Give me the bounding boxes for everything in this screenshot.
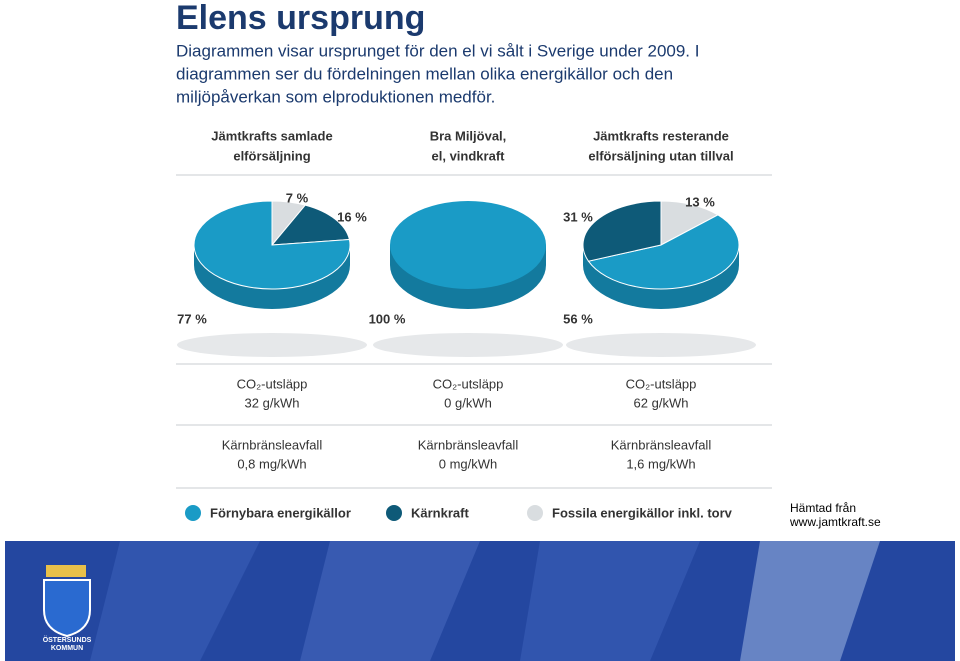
co2-label: CO₂-utsläpp <box>626 376 697 391</box>
legend-swatch <box>527 505 543 521</box>
value-label: 7 % <box>286 190 309 205</box>
pattern <box>520 541 700 661</box>
shadow <box>177 333 367 357</box>
value-label: 31 % <box>563 209 593 224</box>
source: www.jamtkraft.se <box>789 515 881 529</box>
logo-text: KOMMUN <box>51 645 83 652</box>
pie-slice <box>582 200 662 262</box>
chart-title: Bra Miljöval, <box>430 128 507 143</box>
legend-swatch <box>386 505 402 521</box>
waste-label: Kärnbränsleavfall <box>611 437 712 452</box>
chart-title: elförsäljning <box>233 148 310 163</box>
crown <box>46 565 86 577</box>
pattern <box>300 541 480 661</box>
pattern <box>90 541 260 661</box>
co2-value: 32 g/kWh <box>245 395 300 410</box>
waste-label: Kärnbränsleavfall <box>222 437 323 452</box>
source: Hämtad från <box>790 501 856 515</box>
value-label: 16 % <box>337 209 367 224</box>
legend-label: Förnybara energikällor <box>210 505 351 520</box>
waste-value: 0 mg/kWh <box>439 456 498 471</box>
legend-label: Kärnkraft <box>411 505 469 520</box>
value-label: 13 % <box>685 194 715 209</box>
chart-title: elförsäljning utan tillval <box>588 148 733 163</box>
footer: ÖSTERSUNDS KOMMUN <box>5 541 955 661</box>
chart-title: Jämtkrafts samlade <box>211 128 332 143</box>
chart-title: el, vindkraft <box>432 148 506 163</box>
intro-line: miljöpåverkan som elproduktionen medför. <box>176 87 495 106</box>
pie-slice <box>660 200 719 246</box>
title: Elens ursprung <box>176 0 425 37</box>
co2-value: 62 g/kWh <box>634 395 689 410</box>
shield <box>43 579 91 638</box>
waste-label: Kärnbränsleavfall <box>418 437 519 452</box>
co2-label: CO₂-utsläpp <box>433 376 504 391</box>
value-label: 56 % <box>563 311 593 326</box>
waste-value: 1,6 mg/kWh <box>626 456 695 471</box>
pie-slice <box>193 200 351 290</box>
co2-value: 0 g/kWh <box>444 395 492 410</box>
value-label: 77 % <box>177 311 207 326</box>
snowflake <box>740 541 880 661</box>
waste-value: 0,8 mg/kWh <box>237 456 306 471</box>
shadow <box>373 333 563 357</box>
legend-label: Fossila energikällor inkl. torv <box>552 505 733 520</box>
legend-swatch <box>185 505 201 521</box>
pie-slice <box>587 214 740 290</box>
value-label: 100 % <box>369 311 406 326</box>
pie-slice <box>270 204 351 246</box>
co2-label: CO₂-utsläpp <box>237 376 308 391</box>
pie-slice <box>390 201 546 289</box>
chart-title: Jämtkrafts resterande <box>593 128 729 143</box>
logo-text: ÖSTERSUNDS <box>43 635 92 644</box>
intro-line: Diagrammen visar ursprunget för den el v… <box>176 41 699 60</box>
shadow <box>566 333 756 357</box>
intro-line: diagrammen ser du fördelningen mellan ol… <box>176 64 673 83</box>
